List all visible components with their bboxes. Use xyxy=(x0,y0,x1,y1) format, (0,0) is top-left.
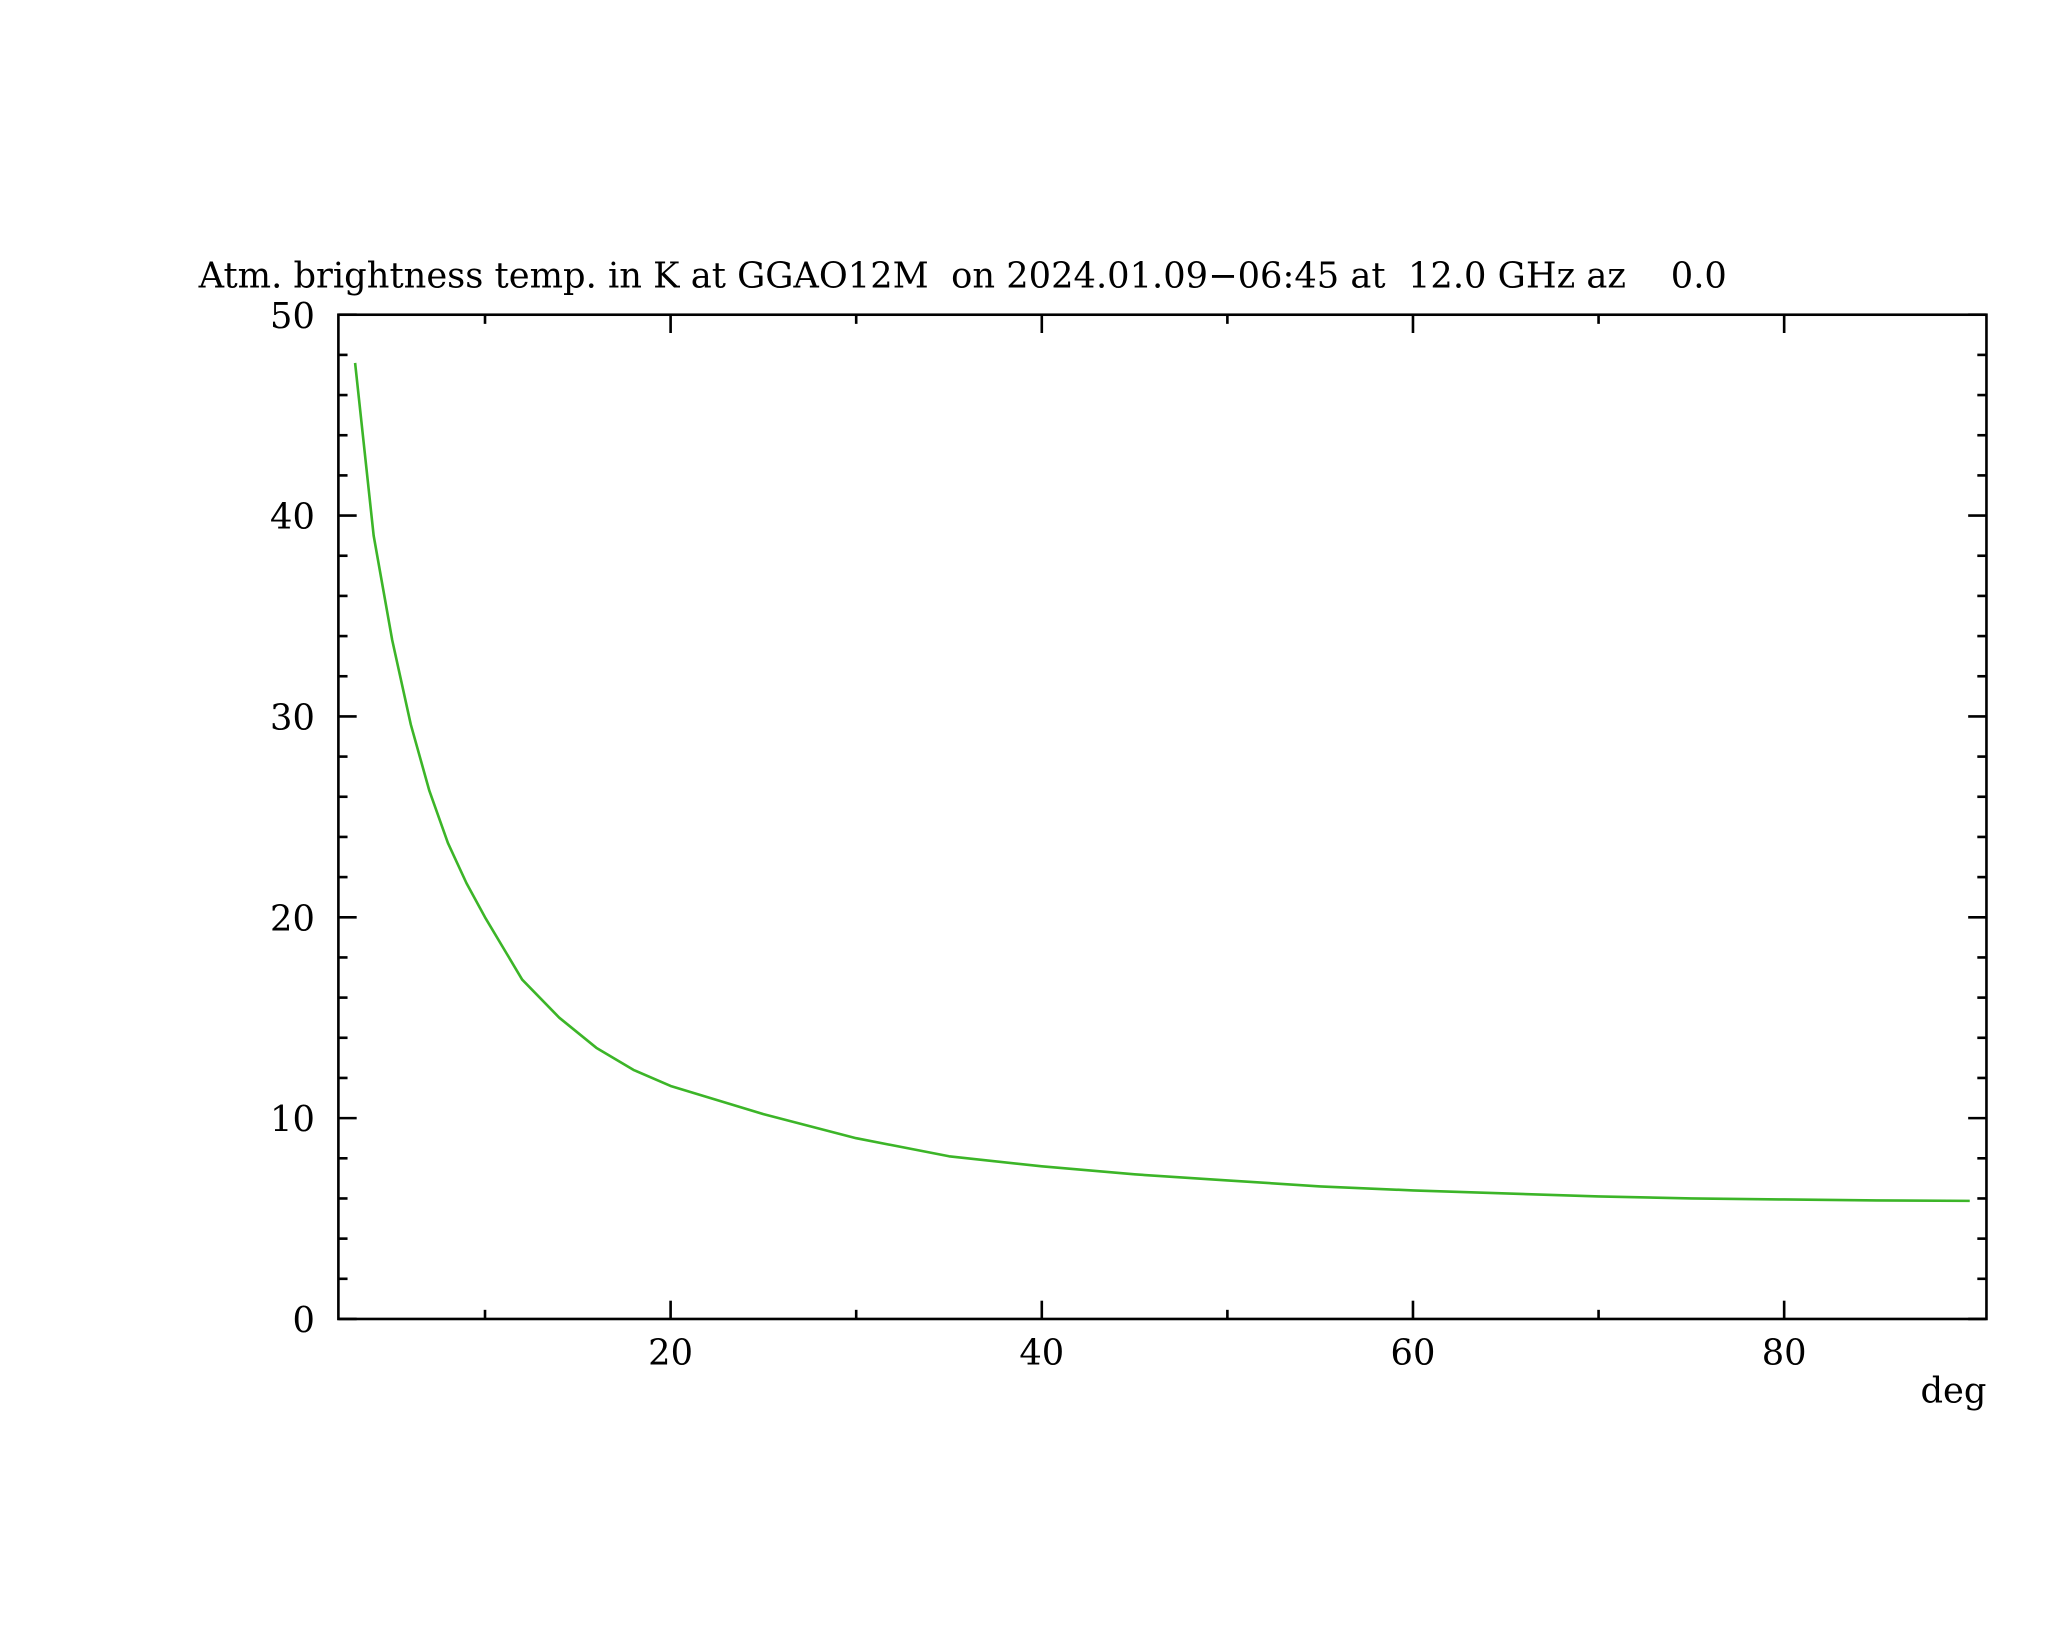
y-tick-label: 10 xyxy=(270,1099,315,1140)
x-tick-label: 20 xyxy=(648,1333,693,1374)
y-tick-label: 30 xyxy=(270,697,315,738)
data-line xyxy=(353,362,1970,1203)
y-tick-label: 0 xyxy=(292,1300,314,1341)
x-tick-label: 80 xyxy=(1762,1333,1807,1374)
x-tick-label: 40 xyxy=(1019,1333,1064,1374)
plot-frame xyxy=(337,313,1988,1321)
chart-title: Atm. brightness temp. in K at GGAO12M on… xyxy=(198,255,1727,296)
x-axis-label: deg xyxy=(1920,1371,1986,1412)
y-tick-label: 40 xyxy=(270,497,315,538)
y-tick-label: 20 xyxy=(270,898,315,939)
x-tick-label: 60 xyxy=(1391,1333,1436,1374)
y-tick-label: 50 xyxy=(270,296,315,337)
